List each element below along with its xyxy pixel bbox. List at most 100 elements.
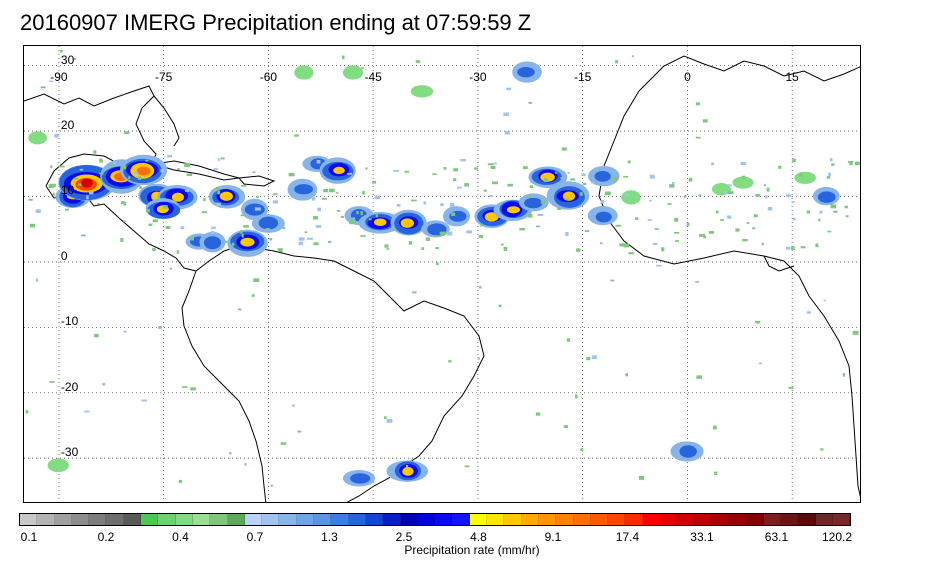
precip-speckle (365, 167, 368, 170)
precip-speckle (425, 237, 431, 241)
precip-speckle (778, 165, 782, 169)
colorbar-swatch (487, 514, 505, 525)
precip-speckle (52, 192, 55, 196)
precip-contour (294, 184, 314, 195)
precip-speckle (823, 299, 826, 302)
precip-speckle (792, 217, 796, 221)
precip-speckle (311, 196, 316, 201)
precip-speckle (800, 246, 806, 249)
precip-speckle (535, 412, 541, 416)
precip-speckle (315, 225, 322, 228)
precip-speckle (313, 242, 319, 246)
precip-speckle (225, 186, 230, 189)
precip-speckle (217, 158, 220, 161)
precip-speckle (404, 170, 410, 173)
precip-contour (400, 218, 415, 228)
precip-speckle (819, 210, 823, 214)
precip-speckle (761, 242, 764, 246)
precip-speckle (727, 215, 732, 219)
colorbar-tick: 2.5 (395, 530, 413, 544)
precip-speckle (759, 362, 762, 365)
precip-speckle (229, 451, 232, 455)
precip-contour (80, 178, 93, 188)
precip-speckle (435, 262, 439, 266)
precip-speckle (830, 204, 837, 209)
precip-speckle (123, 330, 127, 333)
precip-speckle (829, 158, 833, 162)
colorbar-swatch (400, 514, 418, 525)
precip-speckle (479, 286, 482, 289)
colorbar-swatch (642, 514, 660, 525)
precip-speckle (190, 237, 194, 241)
precip-cell (358, 211, 402, 234)
precip-speckle (818, 218, 821, 222)
precip-speckle (854, 161, 860, 166)
precip-speckle (852, 330, 859, 335)
precip-contour (621, 190, 641, 205)
precip-speckle (190, 387, 196, 391)
map-canvas (24, 46, 860, 502)
coastline-gulf-of-guinea (763, 255, 795, 272)
colorbar-swatch (763, 514, 782, 525)
precip-speckle (282, 226, 286, 230)
precip-speckle (695, 136, 701, 139)
precip-speckle (540, 199, 546, 204)
precip-speckle (421, 247, 425, 250)
precip-speckle (408, 241, 413, 245)
precip-speckle (139, 185, 142, 189)
lon-tick-label: 0 (684, 69, 691, 84)
precip-speckle (786, 194, 792, 197)
precip-speckle (746, 222, 750, 224)
colorbar-swatch (659, 514, 678, 525)
lat-tick-label: -20 (60, 379, 79, 394)
precip-speckle (742, 238, 748, 242)
lat-tick-label: 0 (60, 248, 68, 263)
precip-speckle (702, 119, 708, 123)
precip-speckle (158, 325, 162, 329)
precip-speckle (272, 200, 279, 204)
precip-speckle (464, 183, 470, 187)
precip-speckle (489, 195, 494, 197)
precip-speckle (423, 201, 427, 205)
precip-speckle (581, 173, 586, 177)
colorbar-tick: 4.8 (470, 530, 487, 544)
precip-speckle (493, 162, 497, 165)
colorbar-swatch (192, 514, 211, 525)
precip-speckle (277, 248, 283, 253)
precip-speckle (307, 237, 313, 240)
precip-contour (402, 466, 414, 476)
precip-speckle (270, 484, 273, 487)
precip-speckle (708, 231, 714, 234)
precip-speckle (99, 158, 103, 163)
precip-speckle (81, 234, 86, 237)
precip-speckle (145, 208, 150, 213)
colorbar-tick: 9.1 (544, 530, 562, 544)
precip-speckle (537, 213, 544, 217)
precip-speckle (820, 448, 824, 451)
precip-cell (28, 131, 48, 145)
precip-speckle (60, 49, 63, 53)
precip-speckle (525, 195, 532, 198)
precip-speckle (649, 199, 652, 202)
colorbar-tick: 1.3 (321, 530, 338, 544)
precip-contour (524, 197, 543, 209)
precip-speckle (669, 184, 675, 188)
precip-speckle (167, 155, 173, 158)
precip-speckle (89, 191, 94, 195)
precip-contour (594, 170, 611, 182)
precip-contour (47, 458, 69, 473)
coastline-north-america (24, 85, 157, 187)
precip-speckle (280, 442, 287, 445)
precip-speckle (105, 186, 110, 189)
precip-contour (171, 192, 184, 202)
precip-speckle (755, 320, 761, 324)
lat-tick-label: 20 (60, 118, 75, 133)
lon-tick-label: -15 (573, 69, 592, 84)
precip-speckle (586, 356, 591, 361)
precip-speckle (561, 147, 567, 151)
precip-speckle (842, 373, 846, 377)
colorbar-swatch (89, 514, 107, 525)
precip-speckle (336, 210, 341, 212)
precip-speckle (765, 195, 768, 199)
precip-speckle (806, 311, 811, 314)
